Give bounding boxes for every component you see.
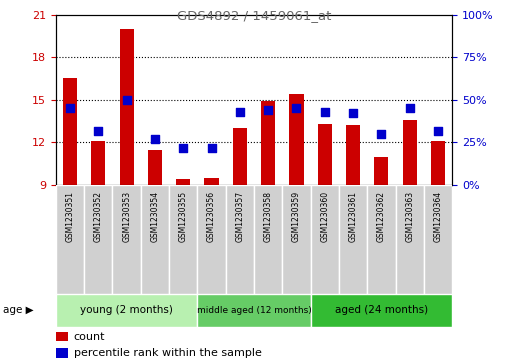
Point bbox=[94, 128, 103, 134]
Text: middle aged (12 months): middle aged (12 months) bbox=[197, 306, 311, 315]
Bar bbox=[198, 185, 226, 294]
Point bbox=[179, 145, 187, 151]
Text: GSM1230363: GSM1230363 bbox=[405, 191, 414, 242]
Bar bbox=[424, 185, 452, 294]
Bar bbox=[84, 185, 112, 294]
Bar bbox=[63, 78, 77, 185]
Text: GSM1230361: GSM1230361 bbox=[348, 191, 358, 241]
Text: GSM1230359: GSM1230359 bbox=[292, 191, 301, 242]
Point bbox=[236, 109, 244, 115]
Text: count: count bbox=[74, 331, 105, 342]
Text: GSM1230354: GSM1230354 bbox=[150, 191, 160, 242]
Point bbox=[151, 136, 159, 142]
Bar bbox=[169, 185, 198, 294]
Bar bbox=[310, 185, 339, 294]
Point bbox=[264, 107, 272, 113]
Bar bbox=[261, 101, 275, 185]
Text: aged (24 months): aged (24 months) bbox=[335, 305, 428, 315]
Bar bbox=[431, 141, 445, 185]
Text: GSM1230353: GSM1230353 bbox=[122, 191, 131, 242]
Bar bbox=[233, 128, 247, 185]
Text: GSM1230352: GSM1230352 bbox=[94, 191, 103, 241]
Point bbox=[122, 97, 131, 103]
Text: GSM1230351: GSM1230351 bbox=[66, 191, 75, 241]
Bar bbox=[198, 294, 310, 327]
Bar bbox=[318, 124, 332, 185]
Point bbox=[207, 145, 215, 151]
Text: young (2 months): young (2 months) bbox=[80, 305, 173, 315]
Text: GSM1230355: GSM1230355 bbox=[179, 191, 188, 242]
Bar bbox=[254, 185, 282, 294]
Bar bbox=[119, 29, 134, 185]
Text: age ▶: age ▶ bbox=[3, 305, 33, 315]
Bar bbox=[339, 185, 367, 294]
Point bbox=[405, 105, 414, 111]
Text: GDS4892 / 1459061_at: GDS4892 / 1459061_at bbox=[177, 9, 331, 22]
Bar bbox=[56, 348, 68, 358]
Bar bbox=[148, 150, 162, 185]
Point bbox=[293, 105, 301, 111]
Bar bbox=[204, 178, 218, 185]
Text: GSM1230362: GSM1230362 bbox=[377, 191, 386, 241]
Bar bbox=[176, 179, 190, 185]
Text: GSM1230356: GSM1230356 bbox=[207, 191, 216, 242]
Bar bbox=[346, 126, 360, 185]
Bar bbox=[141, 185, 169, 294]
Point bbox=[434, 128, 442, 134]
Bar bbox=[56, 294, 198, 327]
Bar bbox=[403, 120, 417, 185]
Bar bbox=[290, 94, 304, 185]
Bar bbox=[396, 185, 424, 294]
Bar bbox=[310, 294, 452, 327]
Point bbox=[349, 111, 357, 117]
Bar bbox=[226, 185, 254, 294]
Point bbox=[377, 131, 386, 137]
Text: percentile rank within the sample: percentile rank within the sample bbox=[74, 348, 262, 358]
Text: GSM1230364: GSM1230364 bbox=[433, 191, 442, 242]
Bar bbox=[112, 185, 141, 294]
Point bbox=[66, 105, 74, 111]
Bar bbox=[56, 185, 84, 294]
Bar bbox=[374, 157, 389, 185]
Point bbox=[321, 109, 329, 115]
Text: GSM1230357: GSM1230357 bbox=[235, 191, 244, 242]
Bar bbox=[56, 332, 68, 341]
Text: GSM1230358: GSM1230358 bbox=[264, 191, 273, 241]
Bar bbox=[91, 141, 106, 185]
Bar bbox=[367, 185, 396, 294]
Text: GSM1230360: GSM1230360 bbox=[320, 191, 329, 242]
Bar bbox=[282, 185, 310, 294]
